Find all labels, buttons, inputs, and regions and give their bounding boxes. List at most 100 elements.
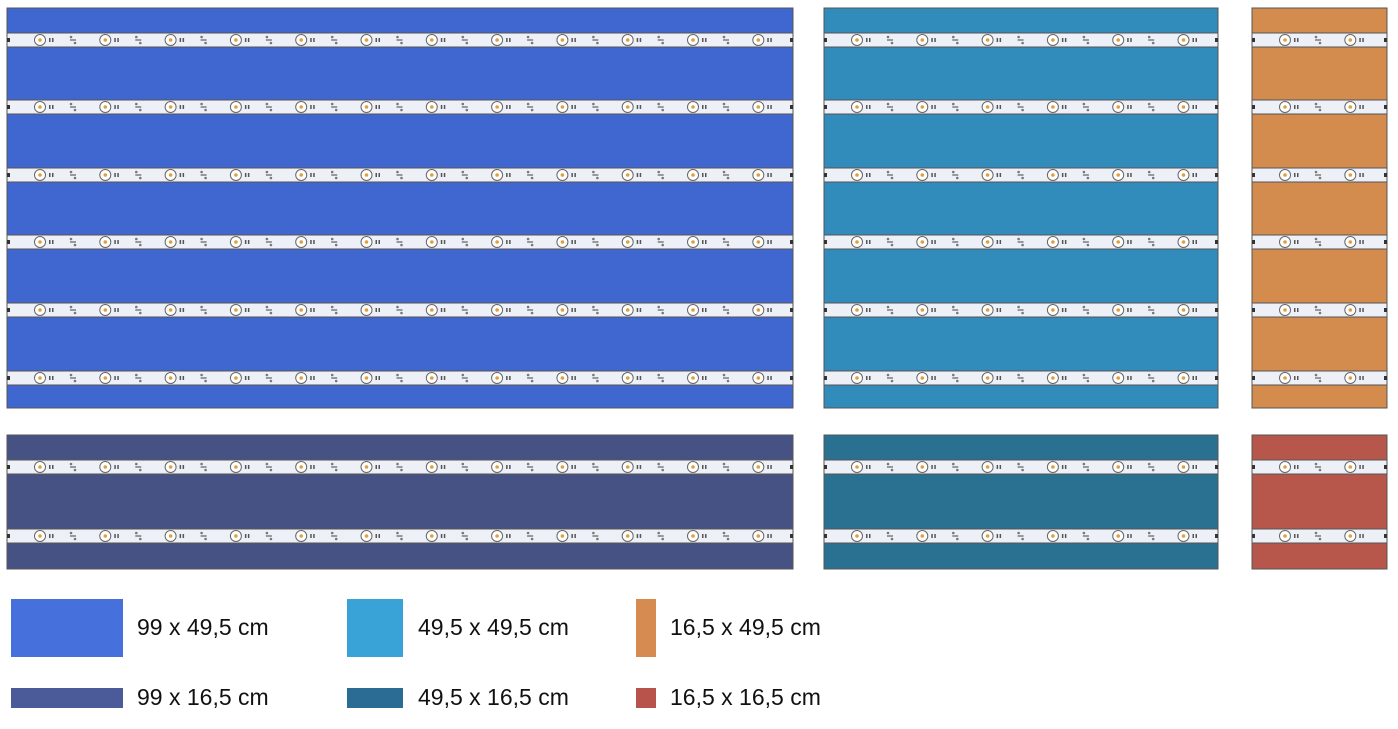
led-pad <box>996 465 999 469</box>
resistor-dot <box>204 243 207 247</box>
resistor <box>70 39 76 41</box>
resistor-dot <box>657 373 660 377</box>
strip-end <box>790 376 793 380</box>
resistor-dot <box>726 468 730 472</box>
led-pad <box>117 376 119 380</box>
resistor <box>592 174 599 176</box>
resistor-dot <box>1151 41 1155 45</box>
resistor-dot <box>204 537 207 541</box>
led-core <box>1116 38 1120 42</box>
resistor-dot <box>1017 531 1020 535</box>
legend-swatch <box>347 599 403 657</box>
resistor-dot <box>1314 170 1318 174</box>
resistor <box>200 377 207 379</box>
led-pad <box>1061 465 1064 469</box>
strip-end <box>1384 38 1387 42</box>
led-pad <box>1064 534 1067 538</box>
led-pad <box>114 376 116 380</box>
led-pad <box>440 38 443 42</box>
resistor <box>952 309 959 311</box>
resistor-dot <box>73 41 77 45</box>
resistor <box>70 174 76 176</box>
resistor <box>1082 241 1089 243</box>
resistor-dot <box>1021 108 1024 112</box>
strip-end <box>1215 534 1218 538</box>
led-pad <box>182 105 185 109</box>
strip-end <box>824 173 827 177</box>
led-pad <box>1061 308 1064 312</box>
resistor-dot <box>73 311 77 315</box>
resistor-dot <box>200 305 203 309</box>
resistor <box>952 535 959 537</box>
resistor <box>1315 241 1321 243</box>
resistor <box>527 466 534 468</box>
resistor-dot <box>886 373 890 377</box>
resistor-dot <box>722 237 726 241</box>
led-pad <box>1359 240 1361 244</box>
resistor-dot <box>204 108 207 112</box>
led-pad <box>182 376 185 380</box>
resistor <box>1082 466 1089 468</box>
led-core <box>1051 173 1055 177</box>
led-pad <box>1297 534 1299 538</box>
led-core <box>234 38 238 42</box>
led-core <box>1181 308 1186 312</box>
panel-body <box>6 7 794 409</box>
led-pad <box>440 173 443 177</box>
led-pad <box>506 240 508 244</box>
led-pad <box>509 240 511 244</box>
resistor-dot <box>334 311 338 315</box>
strip-end <box>1252 173 1255 177</box>
resistor-dot <box>1318 379 1322 383</box>
resistor-dot <box>1082 305 1086 309</box>
led-pad <box>770 465 772 469</box>
led-pad <box>770 38 772 42</box>
resistor-dot <box>334 176 338 180</box>
resistor <box>887 309 893 311</box>
led-pad <box>179 534 182 538</box>
resistor <box>265 106 272 108</box>
resistor <box>952 377 959 379</box>
resistor <box>1315 535 1321 537</box>
led-core <box>985 38 990 42</box>
led-core <box>625 173 630 177</box>
led-core <box>364 38 369 42</box>
led-pad <box>506 534 508 538</box>
led-pad <box>866 105 868 109</box>
led-pad <box>999 38 1002 42</box>
led-core <box>364 376 369 380</box>
led-core <box>1051 376 1055 380</box>
resistor-dot <box>330 237 334 241</box>
resistor-dot <box>661 468 664 472</box>
led-pad <box>934 465 936 469</box>
led-pad <box>52 534 54 538</box>
strip-end <box>7 173 10 177</box>
led-core <box>756 465 761 469</box>
led-core <box>364 534 369 538</box>
resistor-dot <box>1318 311 1322 315</box>
led-pad <box>705 308 707 312</box>
resistor <box>331 466 338 468</box>
led-core <box>299 465 304 469</box>
led-pad <box>378 173 380 177</box>
led-pad <box>1195 465 1197 469</box>
resistor-dot <box>530 537 534 541</box>
resistor <box>1017 106 1024 108</box>
led-pad <box>52 376 54 380</box>
resistor <box>657 106 664 108</box>
led-pad <box>1359 465 1361 469</box>
resistor-dot <box>1021 311 1024 315</box>
strip-end <box>1252 376 1255 380</box>
led-pad <box>639 38 642 42</box>
resistor-dot <box>1314 373 1318 377</box>
led-core <box>1181 376 1186 380</box>
led-strip <box>6 370 794 386</box>
led-pad <box>313 173 315 177</box>
resistor-dot <box>1021 537 1024 541</box>
resistor <box>1082 535 1089 537</box>
resistor-dot <box>465 379 469 383</box>
led-pad <box>313 376 315 380</box>
led-core <box>495 534 499 538</box>
led-core <box>691 534 695 538</box>
led-pad <box>1061 376 1064 380</box>
